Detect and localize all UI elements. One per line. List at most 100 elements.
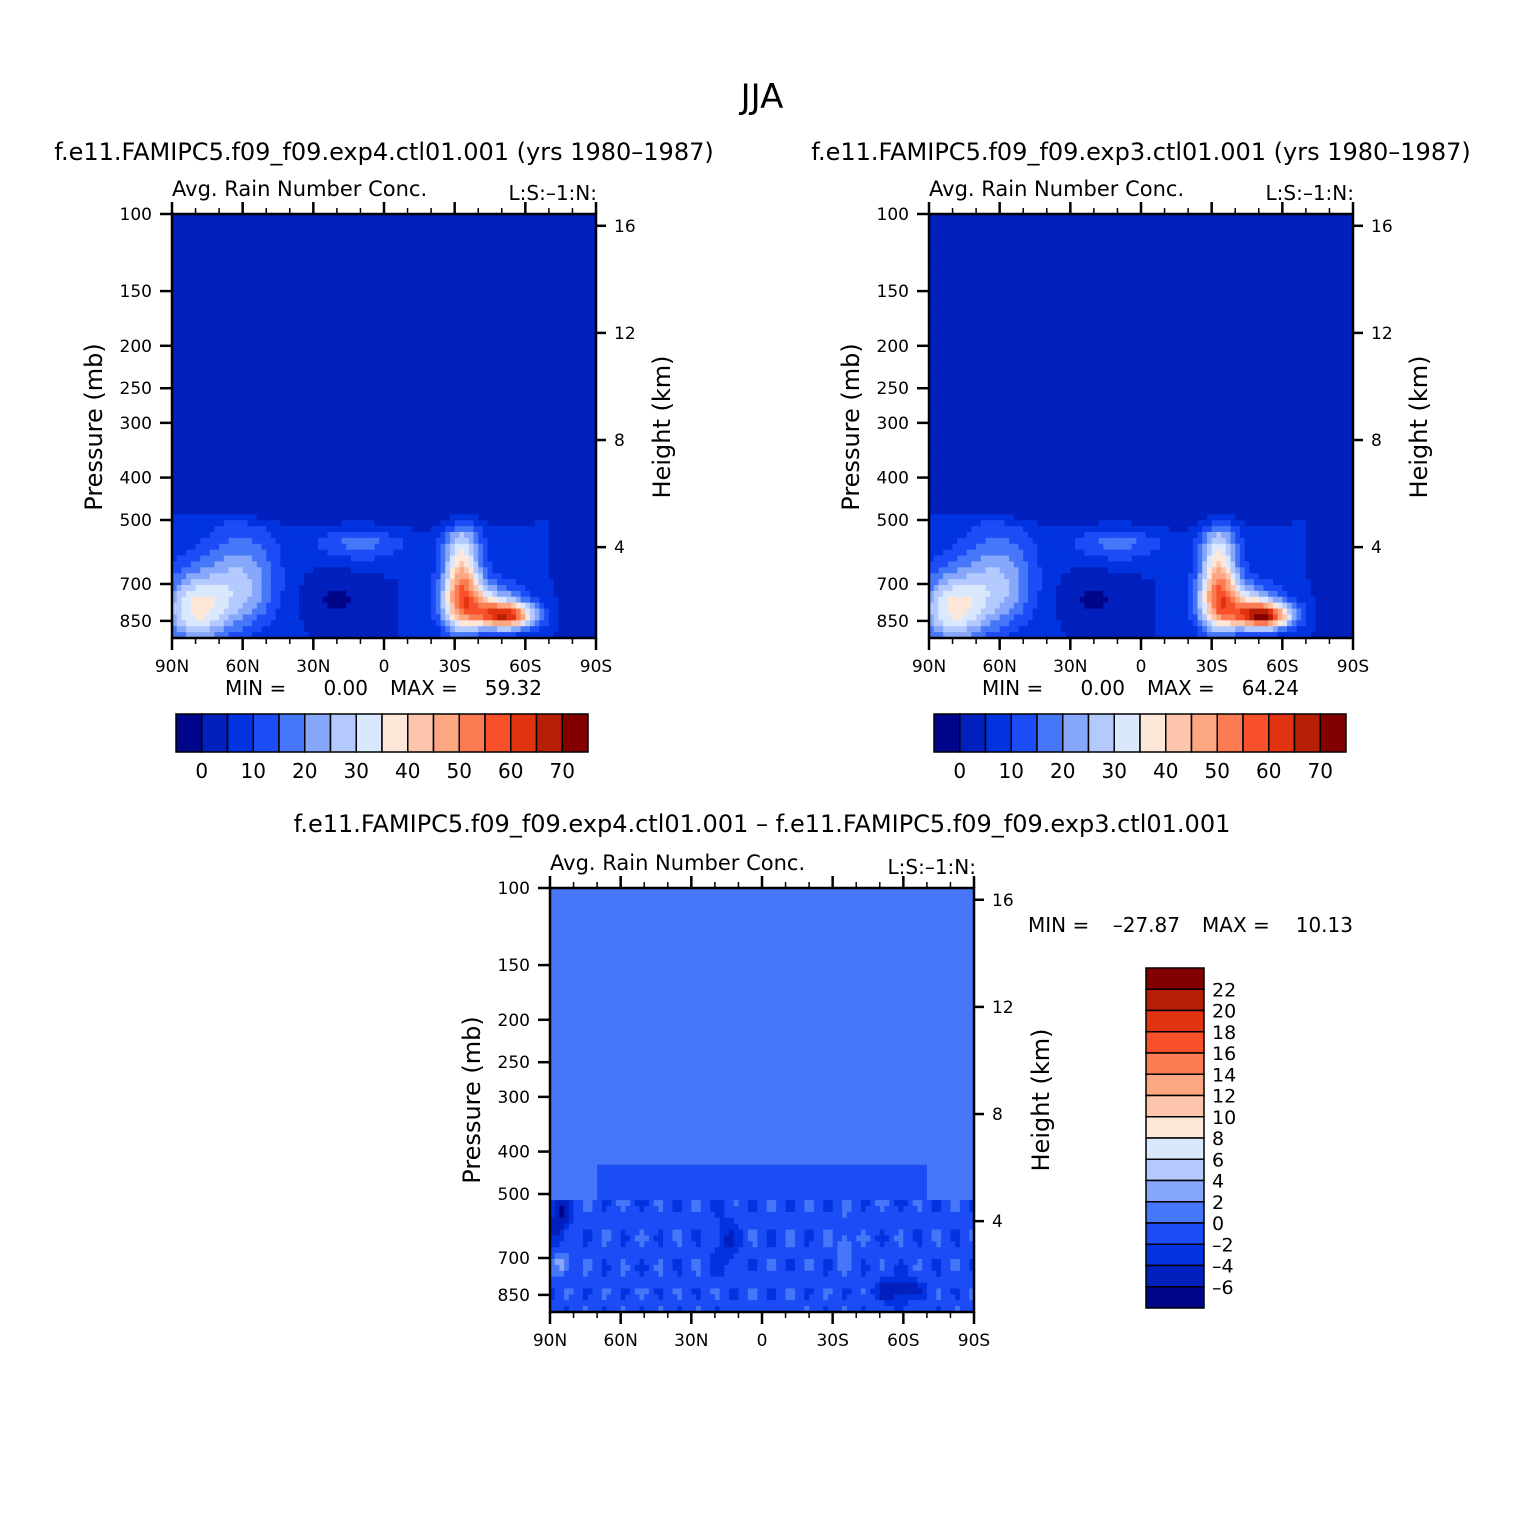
field-cell <box>577 484 583 492</box>
field-cell <box>577 331 583 339</box>
field-cell <box>482 532 489 539</box>
field-cell <box>421 414 427 421</box>
field-cell <box>402 272 409 280</box>
field-cell <box>553 384 559 392</box>
field-cell <box>200 426 206 433</box>
field-cell <box>369 479 376 486</box>
field-cell <box>398 343 404 351</box>
field-cell <box>190 249 197 256</box>
field-cell <box>351 320 357 327</box>
field-cell <box>544 437 550 445</box>
field-cell <box>431 308 437 315</box>
field-cell <box>285 532 291 539</box>
field-cell <box>445 249 451 256</box>
field-cell <box>539 431 545 439</box>
field-cell <box>473 373 479 380</box>
field-cell <box>388 320 395 327</box>
field-cell <box>256 237 263 245</box>
field-cell <box>365 355 371 362</box>
field-cell <box>539 514 545 521</box>
field-cell <box>181 396 187 404</box>
field-cell <box>346 390 352 398</box>
field-cell <box>351 514 357 521</box>
field-cell <box>332 308 338 315</box>
field-cell <box>261 255 267 262</box>
field-cell <box>534 314 541 321</box>
field-cell <box>186 314 192 321</box>
field-cell <box>388 449 395 457</box>
field-cell <box>572 467 578 474</box>
field-cell <box>416 396 423 404</box>
field-cell <box>299 243 305 250</box>
field-cell <box>299 290 305 298</box>
field-cell <box>228 467 234 474</box>
field-cell <box>336 384 343 392</box>
field-cell <box>426 284 432 292</box>
field-cell <box>530 420 536 427</box>
field-cell <box>294 231 300 239</box>
field-cell <box>482 390 489 398</box>
field-cell <box>548 320 555 327</box>
field-cell <box>431 314 437 321</box>
field-cell <box>181 290 187 298</box>
field-cell <box>402 367 409 374</box>
field-cell <box>468 308 475 315</box>
field-cell <box>341 455 347 462</box>
field-cell <box>355 243 362 250</box>
field-cell <box>332 532 338 539</box>
field-cell <box>558 490 564 498</box>
field-cell <box>172 490 178 498</box>
field-cell <box>449 496 456 504</box>
field-cell <box>581 284 588 292</box>
field-cell <box>214 378 220 386</box>
field-cell <box>332 414 338 421</box>
field-cell <box>426 431 432 439</box>
field-cell <box>313 331 319 339</box>
field-cell <box>261 237 267 245</box>
field-cell <box>548 496 555 504</box>
field-cell <box>464 325 470 333</box>
field-cell <box>351 508 357 515</box>
field-cell <box>256 479 263 486</box>
field-cell <box>539 278 545 286</box>
field-cell <box>459 396 465 404</box>
field-cell <box>270 420 277 427</box>
field-cell <box>445 361 451 368</box>
field-cell <box>237 302 244 309</box>
field-cell <box>530 308 536 315</box>
field-cell <box>299 320 305 327</box>
field-cell <box>214 420 220 427</box>
field-cell <box>497 532 503 539</box>
field-cell <box>223 214 230 221</box>
field-cell <box>431 461 437 468</box>
field-cell <box>520 479 526 486</box>
field-cell <box>351 361 357 368</box>
field-cell <box>539 373 545 380</box>
field-cell <box>289 402 296 409</box>
field-cell <box>219 214 225 221</box>
field-cell <box>398 325 404 333</box>
field-cell <box>487 219 493 227</box>
field-cell <box>454 267 460 274</box>
field-cell <box>322 337 329 345</box>
field-cell <box>520 361 526 368</box>
field-cell <box>454 325 460 333</box>
field-cell <box>346 278 352 286</box>
field-cell <box>431 473 437 480</box>
field-cell <box>289 426 296 433</box>
field-cell <box>501 243 508 250</box>
field-cell <box>478 437 484 445</box>
field-cell <box>379 214 385 221</box>
field-cell <box>219 514 225 521</box>
field-cell <box>407 325 413 333</box>
field-cell <box>195 290 201 298</box>
field-cell <box>318 320 324 327</box>
field-cell <box>539 502 545 510</box>
field-cell <box>525 508 531 515</box>
field-cell <box>355 231 362 239</box>
field-cell <box>219 267 225 274</box>
field-cell <box>520 508 526 515</box>
field-cell <box>407 414 413 421</box>
field-cell <box>379 396 385 404</box>
field-cell <box>539 225 545 233</box>
